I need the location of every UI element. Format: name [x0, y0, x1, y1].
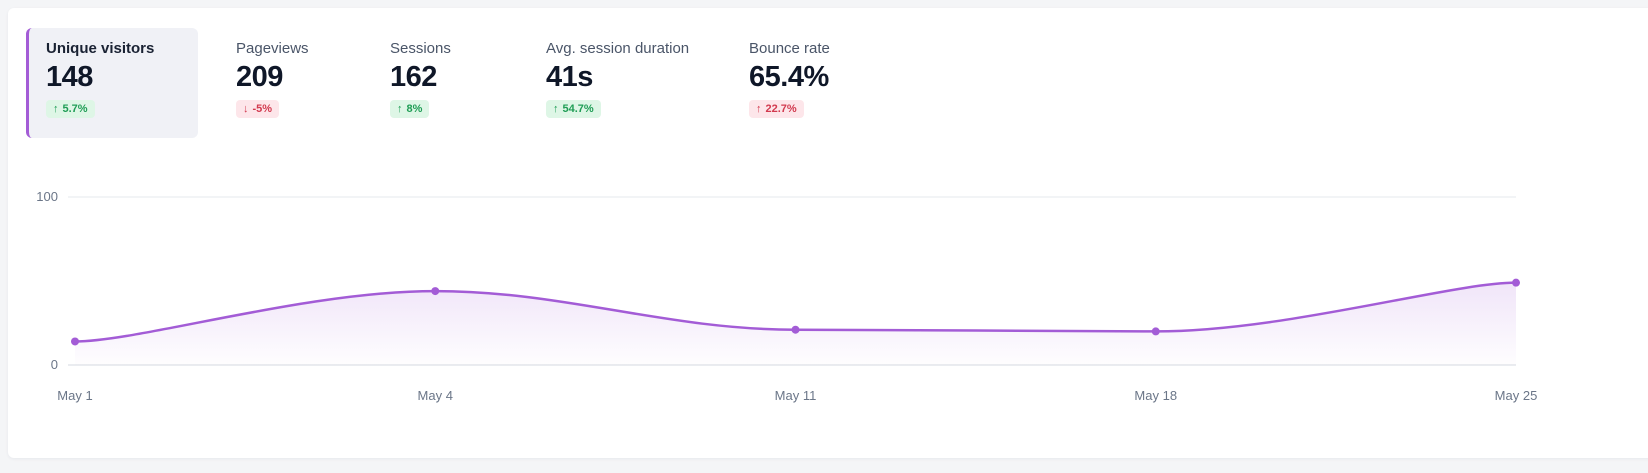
data-point[interactable] [71, 337, 79, 346]
change-value: 54.7% [562, 103, 594, 115]
x-tick-label: May 4 [418, 388, 453, 403]
metric-unique-visitors[interactable]: Unique visitors 148 ↑ 5.7% [26, 28, 198, 138]
metric-value: 209 [236, 61, 283, 93]
change-value: -5% [252, 103, 273, 115]
change-badge: ↑ 22.7% [749, 100, 804, 118]
metric-bounce-rate[interactable]: Bounce rate 65.4% ↑ 22.7% [731, 28, 861, 138]
data-point[interactable] [431, 287, 440, 296]
y-tick-label: 0 [51, 357, 58, 372]
metric-label: Sessions [390, 40, 451, 57]
x-tick-label: May 1 [57, 388, 92, 403]
data-point[interactable] [1151, 327, 1160, 336]
metric-pageviews[interactable]: Pageviews 209 ↓ -5% [218, 28, 348, 138]
change-badge: ↑ 54.7% [546, 100, 601, 118]
change-value: 8% [406, 103, 423, 115]
metric-label: Pageviews [236, 40, 309, 57]
metric-sessions[interactable]: Sessions 162 ↑ 8% [372, 28, 502, 138]
arrow-up-icon: ↑ [756, 103, 762, 115]
metric-label: Unique visitors [46, 40, 155, 57]
metric-value: 65.4% [749, 61, 829, 93]
metric-value: 148 [46, 61, 93, 93]
change-badge: ↓ -5% [236, 100, 280, 118]
y-tick-label: 100 [36, 189, 58, 204]
change-value: 5.7% [62, 103, 88, 115]
arrow-up-icon: ↑ [553, 103, 559, 115]
metric-label: Bounce rate [749, 40, 830, 57]
data-point[interactable] [1512, 278, 1520, 287]
metric-label: Avg. session duration [546, 40, 690, 57]
metric-value: 41s [546, 61, 593, 93]
x-tick-label: May 18 [1134, 388, 1177, 403]
arrow-down-icon: ↓ [243, 103, 249, 115]
metric-value: 162 [390, 61, 437, 93]
change-value: 22.7% [765, 103, 797, 115]
change-badge: ↑ 8% [390, 100, 430, 118]
chart-series [71, 278, 1520, 365]
arrow-up-icon: ↑ [397, 103, 403, 115]
analytics-card: Unique visitors 148 ↑ 5.7% Pageviews 209 … [8, 8, 1648, 458]
x-tick-label: May 11 [775, 388, 817, 403]
x-tick-label: May 25 [1495, 388, 1538, 403]
metric-avg-session-duration[interactable]: Avg. session duration 41s ↑ 54.7% [528, 28, 713, 138]
data-point[interactable] [791, 325, 800, 334]
arrow-up-icon: ↑ [53, 103, 59, 115]
change-badge: ↑ 5.7% [46, 100, 95, 118]
chart-axes: 100 0 May 1 May 4 May 11 May 18 May 25 [36, 189, 1537, 403]
series-area [75, 282, 1516, 365]
